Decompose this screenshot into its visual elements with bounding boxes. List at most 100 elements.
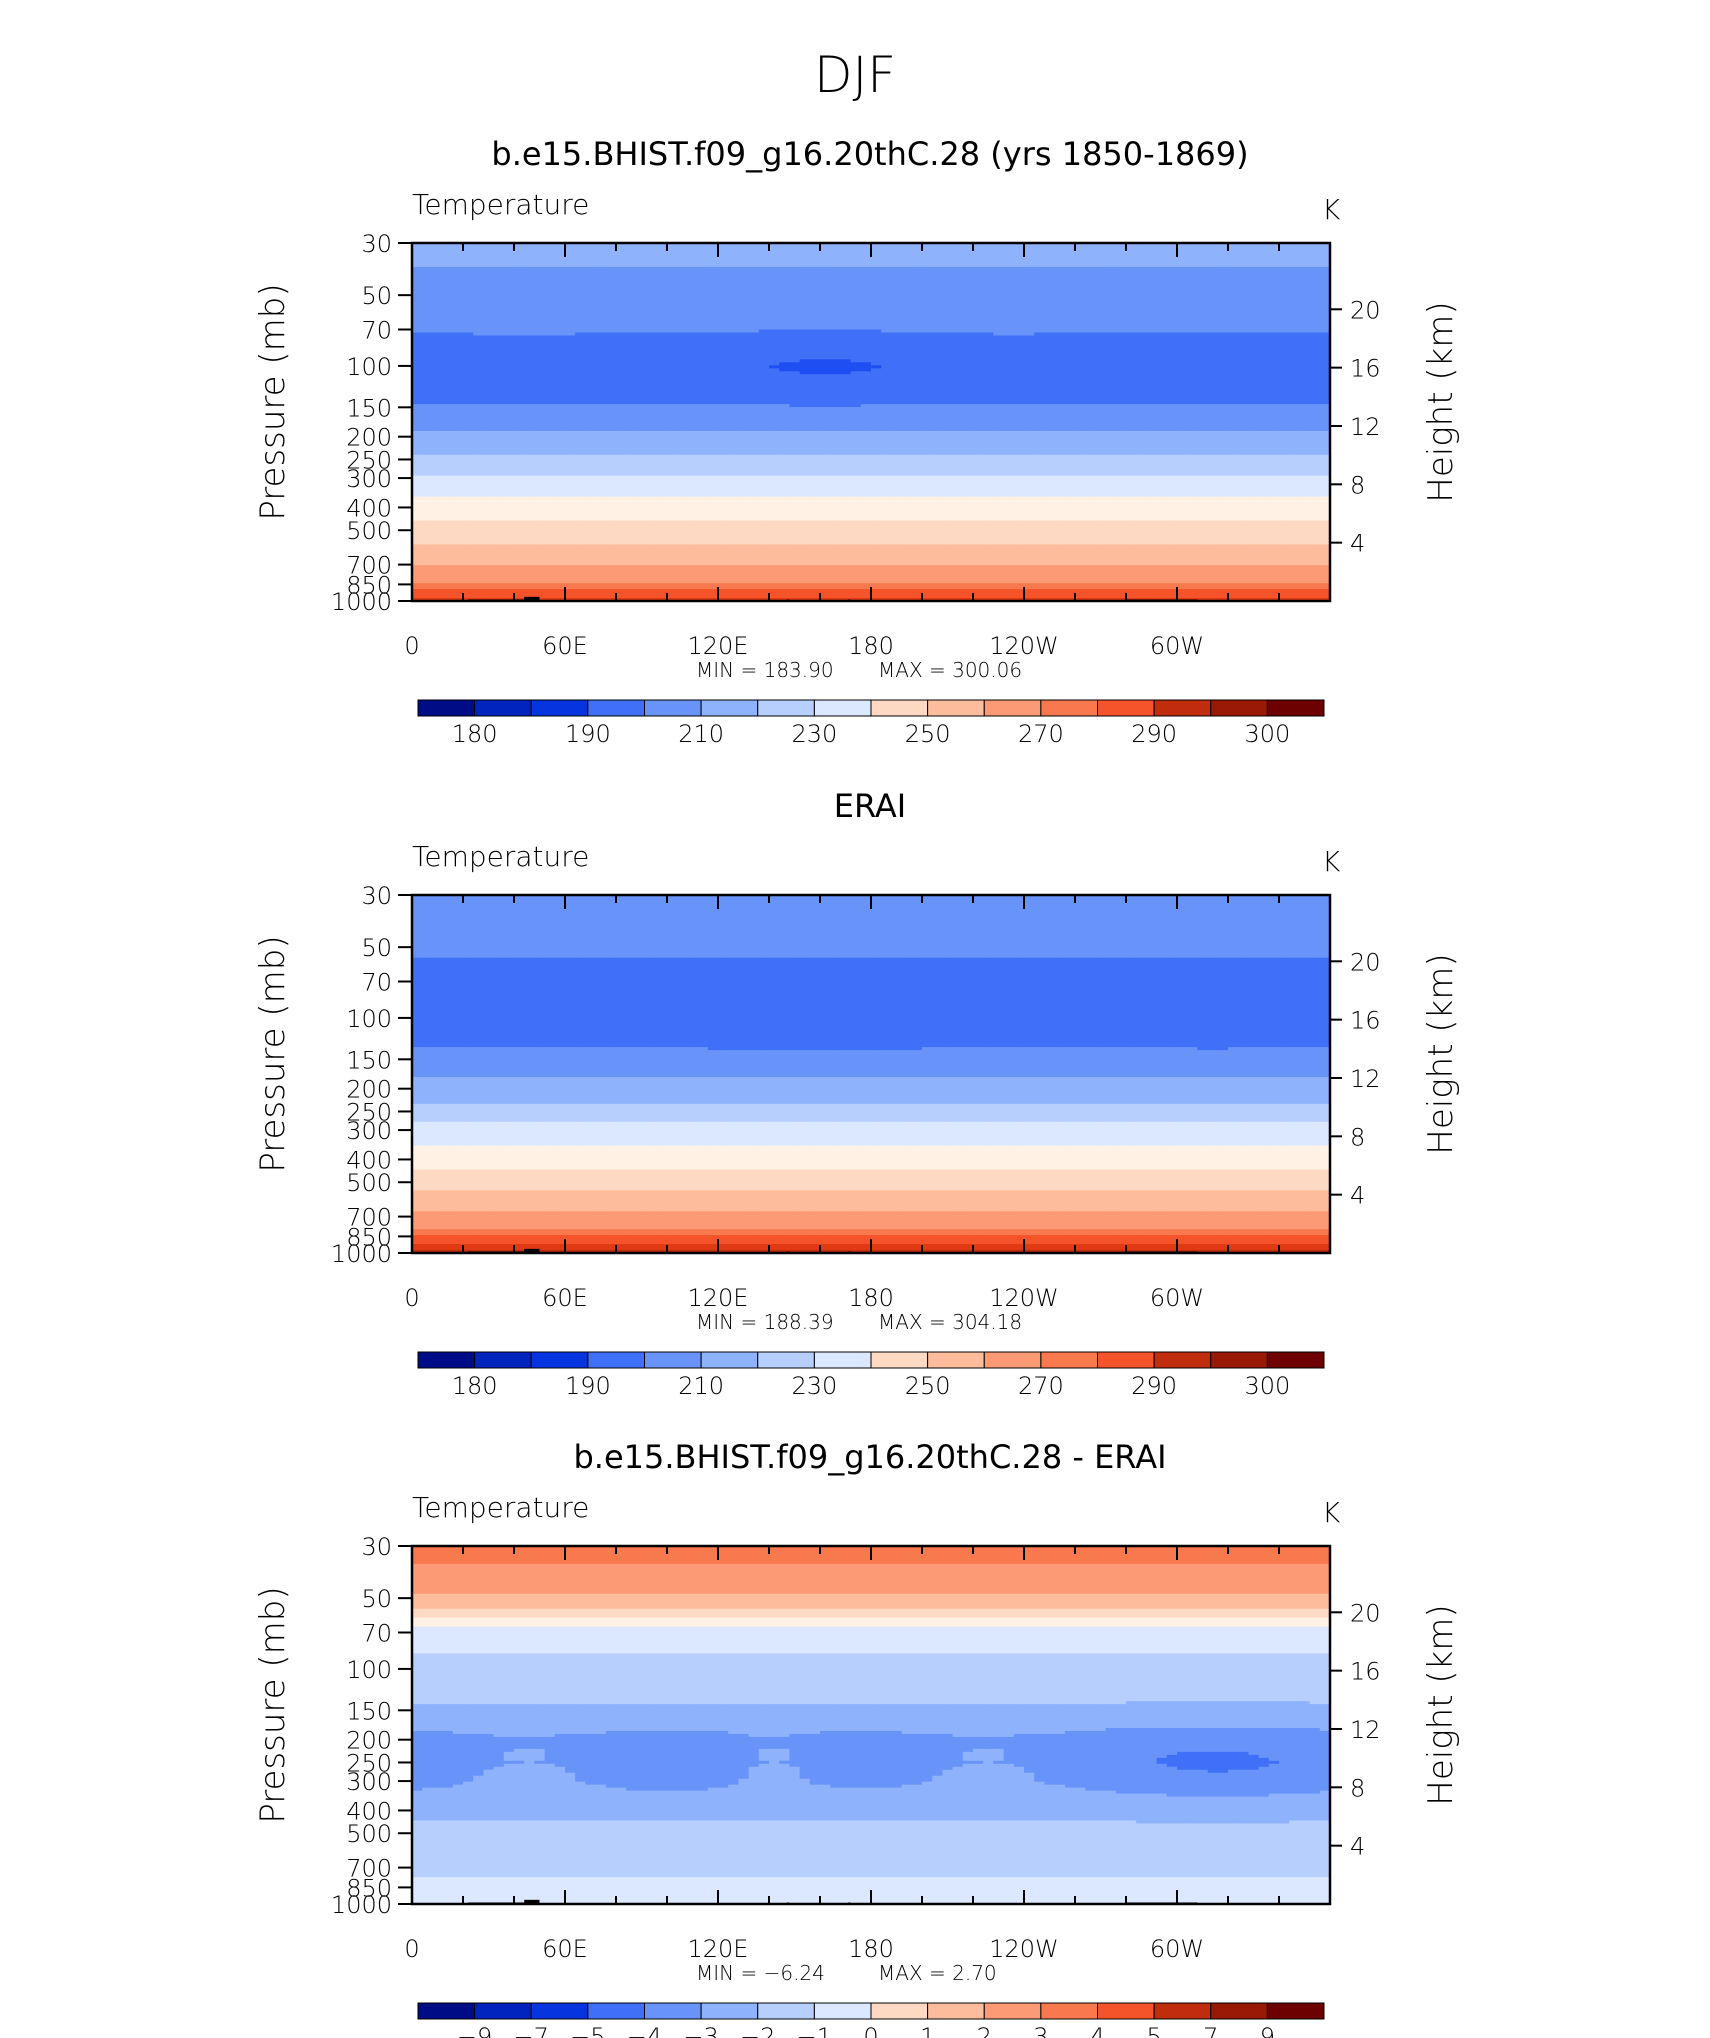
y-tick-label-right: 8: [1350, 1774, 1365, 1802]
variable-label: Temperature: [412, 1491, 589, 1524]
x-tick-label: 120W: [989, 1284, 1059, 1312]
y-tick-label-right: 12: [1350, 413, 1381, 441]
y-tick-label: 500: [346, 517, 392, 545]
y-tick-label-right: 12: [1350, 1065, 1381, 1093]
y-tick-label: 250: [346, 446, 392, 474]
units-label: K: [1322, 193, 1341, 226]
y-tick-label: 400: [346, 1146, 392, 1174]
colorbar-label: 250: [905, 720, 951, 748]
y-axis-label: Pressure (mb): [253, 935, 293, 1172]
y-tick-label-right: 20: [1350, 296, 1381, 324]
colorbar-box: [587, 2002, 645, 2020]
units-label: K: [1322, 1496, 1341, 1529]
min-label: MIN = 183.90: [696, 658, 834, 682]
x-tick-label: 60E: [542, 632, 588, 660]
x-tick-label: 120E: [688, 1284, 749, 1312]
y-tick-label: 200: [346, 424, 392, 452]
y-tick-label: 30: [361, 230, 392, 258]
panel-3: b.e15.BHIST.f09_g16.20thC.28 - ERAI Tempe…: [253, 1438, 1461, 2038]
colorbar-label: 4: [1090, 2023, 1105, 2038]
y-tick-label: 1000: [331, 1891, 392, 1919]
colorbar-box: [530, 2002, 589, 2020]
x-tick-label: 120W: [989, 1935, 1059, 1963]
y-tick-label: 100: [346, 1005, 392, 1033]
max-label: MAX = 300.06: [878, 658, 1022, 682]
colorbar-box: [870, 699, 929, 717]
colorbar: −9 −7 −5 −4 −3 −2 −1 0 1 2 3 4 5 7 9: [417, 2002, 1325, 2038]
y-tick-label: 850: [346, 1223, 392, 1251]
topography-block: [524, 596, 540, 601]
colorbar-box: [1153, 1351, 1212, 1369]
topography-block: [524, 1899, 540, 1904]
y-tick-label-right: 8: [1350, 1123, 1365, 1151]
colorbar-label: 230: [791, 1372, 837, 1400]
colorbar-label: −1: [797, 2023, 832, 2038]
y-ticks: [398, 1545, 1342, 1905]
y-axis-label-right: Height (km): [1421, 953, 1461, 1154]
x-tick-label: 0: [404, 632, 419, 660]
contour-field: [412, 1546, 1330, 1904]
y-tick-label-right: 12: [1350, 1716, 1381, 1744]
colorbar-label: 270: [1018, 1372, 1064, 1400]
y-tick-label-right: 8: [1350, 471, 1365, 499]
colorbar-box: [474, 699, 532, 717]
max-label: MAX = 304.18: [878, 1310, 1022, 1334]
x-tick-label: 120W: [989, 632, 1059, 660]
colorbar-box: [927, 2002, 985, 2020]
y-tick-label: 30: [361, 1533, 392, 1561]
colorbar-box: [417, 699, 476, 717]
colorbar-box: [1153, 2002, 1212, 2020]
colorbar-label: 300: [1244, 720, 1290, 748]
colorbar-box: [700, 699, 759, 717]
variable-label: Temperature: [412, 840, 589, 873]
x-tick-label: 60E: [542, 1284, 588, 1312]
y-tick-label: 100: [346, 1656, 392, 1684]
colorbar-label: −2: [740, 2023, 775, 2038]
colorbar-box: [1266, 1351, 1325, 1369]
colorbar-label: 7: [1203, 2023, 1218, 2038]
x-tick-label: 60E: [542, 1935, 588, 1963]
x-tick-label: 0: [404, 1284, 419, 1312]
y-tick-label: 300: [346, 1768, 392, 1796]
colorbar-box: [1266, 2002, 1325, 2020]
y-tick-label: 700: [346, 1204, 392, 1232]
x-tick-label: 180: [848, 632, 894, 660]
min-label: MIN = 188.39: [696, 1310, 834, 1334]
colorbar-label: 210: [678, 720, 724, 748]
y-tick-label: 70: [361, 317, 392, 345]
colorbar-label: 0: [863, 2023, 878, 2038]
y-axis-label: Pressure (mb): [253, 1586, 293, 1823]
y-tick-label: 200: [346, 1076, 392, 1104]
y-tick-label-right: 20: [1350, 948, 1381, 976]
y-tick-label: 1000: [331, 588, 392, 616]
y-tick-label: 70: [361, 1620, 392, 1648]
colorbar-box: [1153, 699, 1212, 717]
colorbar-label: −7: [514, 2023, 549, 2038]
colorbar-box: [1210, 1351, 1268, 1369]
y-tick-label: 50: [361, 934, 392, 962]
colorbar-box: [644, 699, 702, 717]
colorbar-box: [700, 1351, 759, 1369]
colorbar-box: [417, 2002, 476, 2020]
y-tick-label: 300: [346, 1117, 392, 1145]
y-tick-label: 150: [346, 1046, 392, 1074]
colorbar-label: 180: [452, 1372, 498, 1400]
colorbar-label: −9: [457, 2023, 492, 2038]
y-tick-label-right: 20: [1350, 1599, 1381, 1627]
colorbar-label: 300: [1244, 1372, 1290, 1400]
contour-field: [412, 243, 1330, 601]
colorbar-box: [1040, 2002, 1098, 2020]
x-tick-label: 0: [404, 1935, 419, 1963]
colorbar-label: 210: [678, 1372, 724, 1400]
colorbar-label: 5: [1146, 2023, 1161, 2038]
colorbar-box: [644, 1351, 702, 1369]
y-tick-label: 50: [361, 282, 392, 310]
colorbar-label: 290: [1131, 1372, 1177, 1400]
y-tick-label: 700: [346, 1855, 392, 1883]
x-tick-label: 120E: [688, 1935, 749, 1963]
colorbar-label: 180: [452, 720, 498, 748]
colorbar-box: [983, 2002, 1042, 2020]
variable-label: Temperature: [412, 188, 589, 221]
y-tick-label: 850: [346, 1874, 392, 1902]
colorbar-box: [870, 2002, 929, 2020]
